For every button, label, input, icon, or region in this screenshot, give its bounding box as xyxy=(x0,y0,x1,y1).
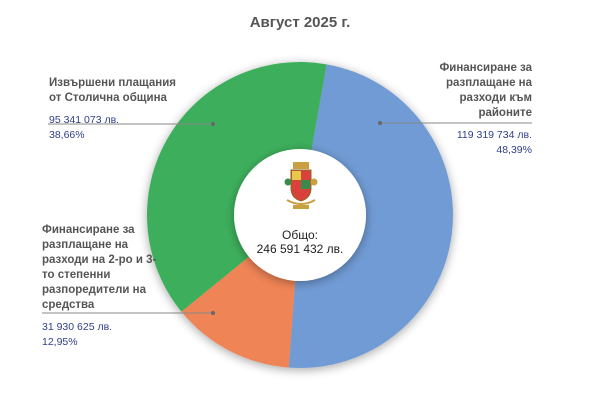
leader-dot-1 xyxy=(211,311,215,315)
slice-percent-2: 38,66% xyxy=(49,129,85,141)
slice-label-1: Финансиране за разплащане на разходи на … xyxy=(42,224,157,311)
chart-title: Август 2025 г. xyxy=(249,14,351,31)
slice-percent-1: 12,95% xyxy=(42,336,78,348)
sofia-coat-of-arms-icon xyxy=(284,162,318,209)
slice-value-1: 31 930 625 лв. xyxy=(42,321,113,333)
slice-label-2: Извършени плащания от Столична община xyxy=(49,77,176,104)
slice-annotation-0: Финансиране за разплащане на разходи към… xyxy=(420,61,532,158)
slice-annotation-1: Финансиране за разплащане на разходи на … xyxy=(42,223,160,350)
leader-dot-0 xyxy=(378,121,382,125)
slice-value-2: 95 341 073 лв. xyxy=(49,114,120,126)
slice-label-0: Финансиране за разплащане на разходи към… xyxy=(439,62,532,119)
slice-annotation-2: Извършени плащания от Столична община 95… xyxy=(49,76,184,143)
total-label: Общо: 246 591 432 лв. xyxy=(220,228,380,256)
donut-slice-0 xyxy=(288,64,453,369)
leader-dot-2 xyxy=(211,122,215,126)
slice-value-0: 119 319 734 лв. xyxy=(456,129,532,141)
slice-percent-0: 48,39% xyxy=(496,144,532,156)
total-value: 246 591 432 лв. xyxy=(256,242,344,256)
donut-slice-1 xyxy=(181,256,296,368)
donut-hole xyxy=(234,149,366,281)
total-caption: Общо: xyxy=(282,228,318,242)
